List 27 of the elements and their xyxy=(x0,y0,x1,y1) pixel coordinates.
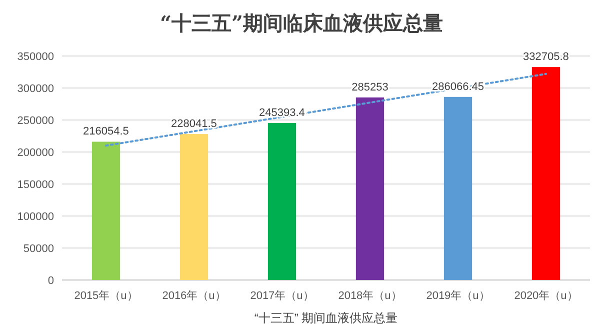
bar xyxy=(180,134,208,280)
bar xyxy=(532,67,560,280)
x-tick-label: 2018年（u） xyxy=(338,290,402,302)
x-tick-label: 2015年（u） xyxy=(74,290,138,302)
x-tick-label: 2020年（u） xyxy=(514,290,578,302)
data-label: 332705.8 xyxy=(523,51,569,64)
bar xyxy=(268,122,296,280)
y-tick-label: 50000 xyxy=(23,243,54,255)
data-label: 245393.4 xyxy=(259,106,305,119)
y-tick-label: 150000 xyxy=(17,179,54,191)
bar xyxy=(92,142,120,280)
x-tick-label: 2017年（u） xyxy=(250,290,314,302)
x-tick-label: 2019年（u） xyxy=(426,290,490,302)
data-label: 285253 xyxy=(352,81,388,94)
x-tick-label: 2016年（u） xyxy=(162,290,226,302)
y-tick-label: 350000 xyxy=(17,51,54,63)
y-tick-label: 200000 xyxy=(17,147,54,159)
y-tick-label: 300000 xyxy=(17,83,54,95)
chart-title: “十三五”期间临床血液供应总量 xyxy=(160,11,444,35)
y-tick-label: 100000 xyxy=(17,211,54,223)
data-label: 228041.5 xyxy=(171,118,217,130)
bar xyxy=(444,96,472,280)
bar xyxy=(356,97,384,280)
y-tick-label: 250000 xyxy=(17,115,54,127)
x-axis-title: “十三五” 期间血液供应总量 xyxy=(254,311,398,325)
data-label: 216054.5 xyxy=(83,126,129,138)
y-tick-label: 0 xyxy=(48,275,54,287)
